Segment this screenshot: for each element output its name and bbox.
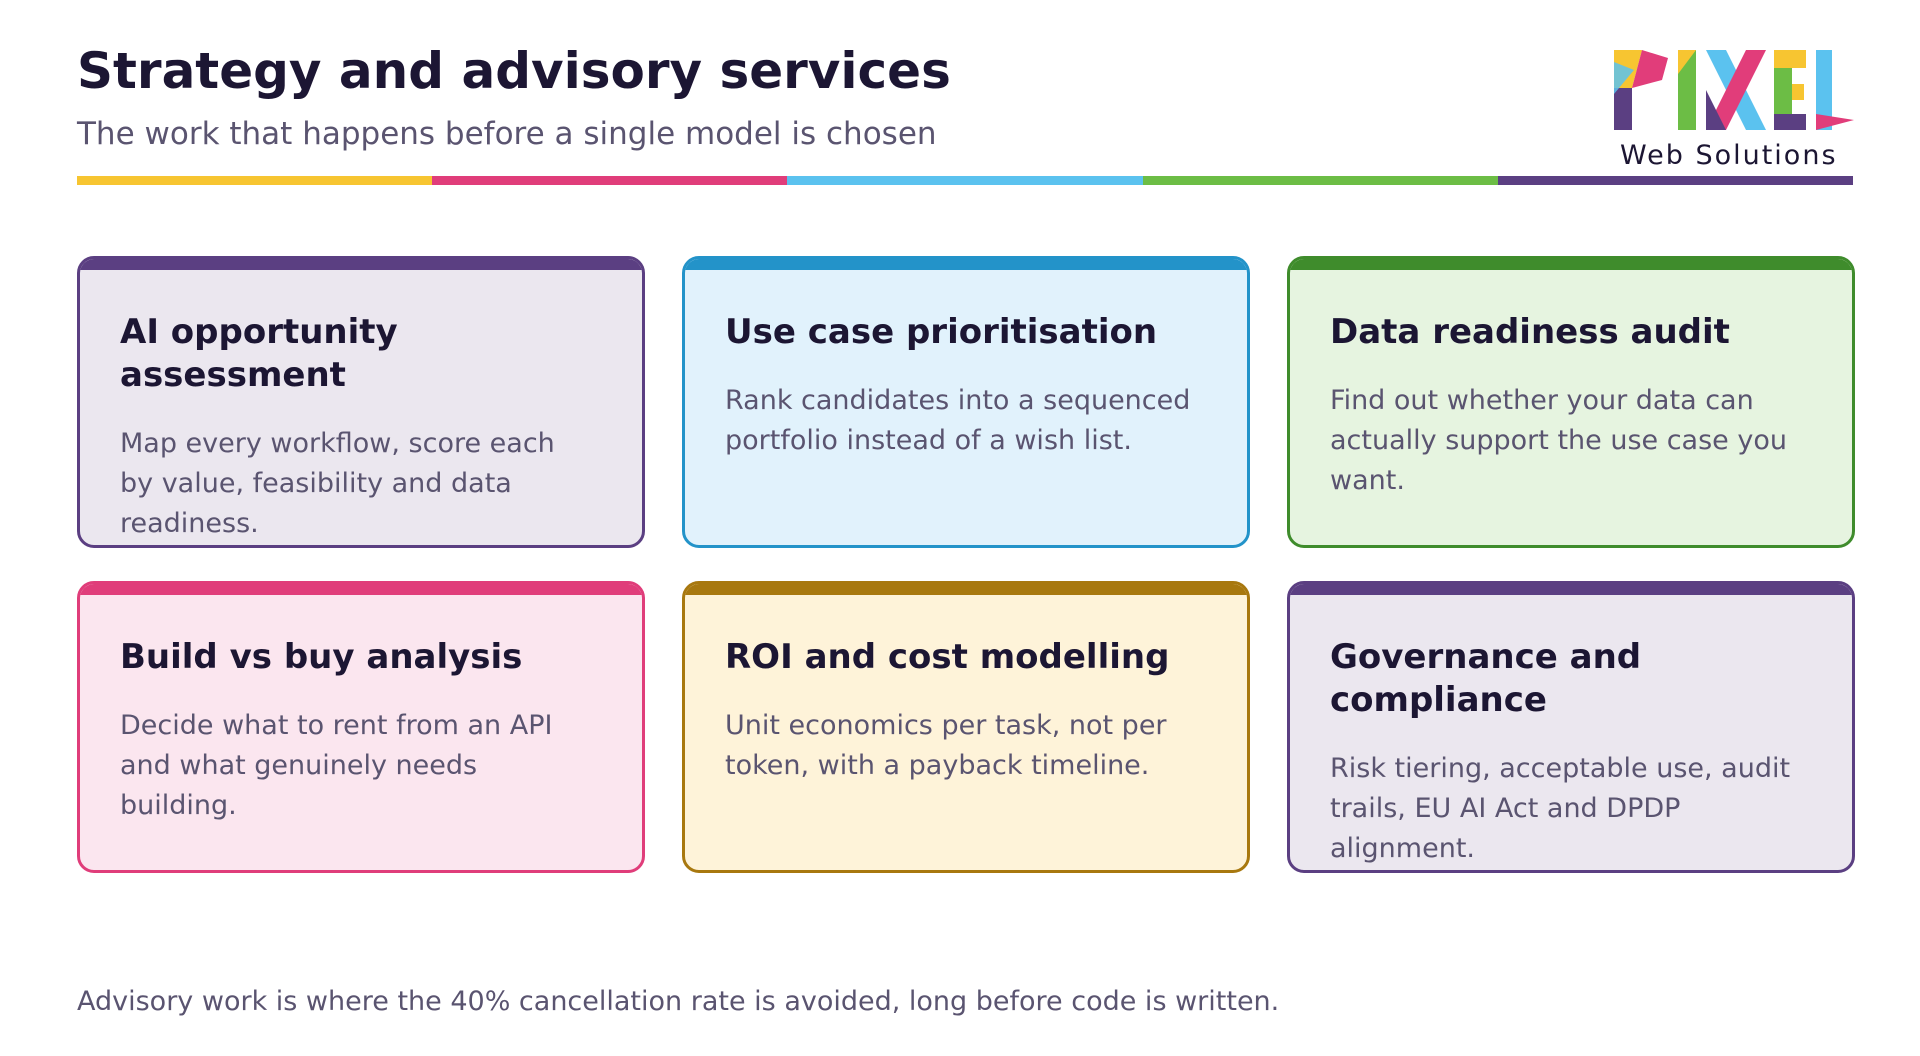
card-description: Map every workflow, score each by value,… xyxy=(120,428,555,539)
card-title: AI opportunity assessment xyxy=(120,312,398,395)
page-title: Strategy and advisory services xyxy=(77,42,951,100)
stripe-segment xyxy=(77,176,433,185)
card-description: Unit economics per task, not per token, … xyxy=(725,710,1167,781)
card-accent-bar xyxy=(685,259,1247,270)
card-accent-bar xyxy=(685,584,1247,595)
card-title: Data readiness audit xyxy=(1330,312,1730,352)
card-accent-bar xyxy=(1290,259,1852,270)
pixel-wordmark-logo xyxy=(1614,50,1854,130)
logo-tagline: Web Solutions xyxy=(1620,140,1838,171)
card-accent-bar xyxy=(80,584,642,595)
service-card-governance-and-compliance: Governance and compliance Risk tiering, … xyxy=(1287,581,1855,873)
card-description: Find out whether your data can actually … xyxy=(1330,385,1787,496)
service-card-use-case-prioritisation: Use case prioritisation Rank candidates … xyxy=(682,256,1250,548)
card-title: Use case prioritisation xyxy=(725,312,1158,352)
stripe-segment xyxy=(1142,176,1498,185)
card-title: Governance and compliance xyxy=(1330,637,1642,720)
card-title: ROI and cost modelling xyxy=(725,637,1170,677)
service-card-roi-and-cost-modelling: ROI and cost modelling Unit economics pe… xyxy=(682,581,1250,873)
stripe-segment xyxy=(787,176,1143,185)
card-title: Build vs buy analysis xyxy=(120,637,523,677)
card-description: Risk tiering, acceptable use, audit trai… xyxy=(1330,753,1791,864)
card-accent-bar xyxy=(80,259,642,270)
pixel-logo: Web Solutions xyxy=(1610,44,1856,172)
page-subtitle: The work that happens before a single mo… xyxy=(77,116,937,152)
card-accent-bar xyxy=(1290,584,1852,595)
card-description: Rank candidates into a sequenced portfol… xyxy=(725,385,1191,456)
card-description: Decide what to rent from an API and what… xyxy=(120,710,553,821)
color-stripe xyxy=(77,176,1854,185)
stripe-segment xyxy=(1497,176,1854,185)
stripe-segment xyxy=(432,176,788,185)
service-card-build-vs-buy-analysis: Build vs buy analysis Decide what to ren… xyxy=(77,581,645,873)
service-card-ai-opportunity-assessment: AI opportunity assessment Map every work… xyxy=(77,256,645,548)
service-card-data-readiness-audit: Data readiness audit Find out whether yo… xyxy=(1287,256,1855,548)
footer-note: Advisory work is where the 40% cancellat… xyxy=(77,986,1280,1017)
